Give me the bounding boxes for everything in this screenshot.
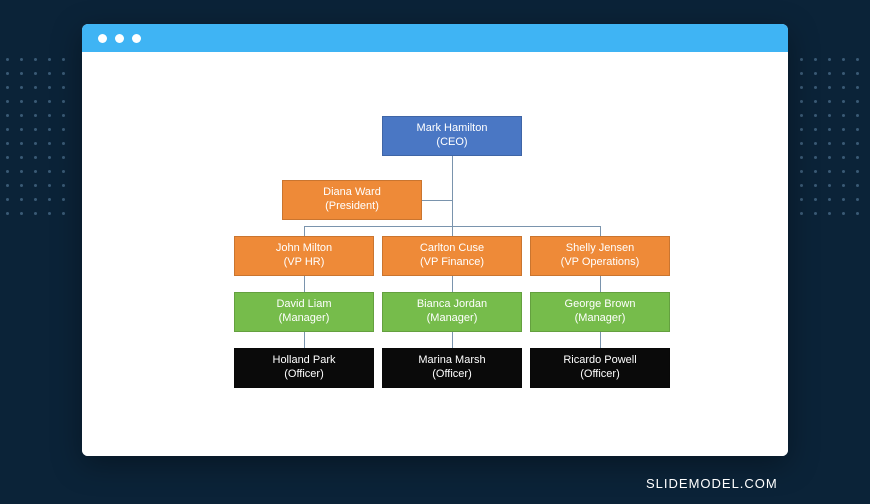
- node-role: (VP Finance): [420, 256, 484, 270]
- node-name: Mark Hamilton: [417, 122, 488, 136]
- node-name: Carlton Cuse: [420, 242, 484, 256]
- connector: [452, 156, 453, 226]
- node-name: Diana Ward: [323, 186, 381, 200]
- org-node-mg2: Bianca Jordan(Manager): [382, 292, 522, 332]
- connector: [304, 332, 305, 348]
- node-role: (VP HR): [284, 256, 325, 270]
- connector: [452, 226, 453, 236]
- org-node-ceo: Mark Hamilton(CEO): [382, 116, 522, 156]
- node-role: (CEO): [436, 136, 467, 150]
- node-name: George Brown: [565, 298, 636, 312]
- node-name: David Liam: [276, 298, 331, 312]
- node-name: Marina Marsh: [418, 354, 485, 368]
- window-dot-icon: [115, 34, 124, 43]
- org-node-of3: Ricardo Powell(Officer): [530, 348, 670, 388]
- node-name: Holland Park: [273, 354, 336, 368]
- node-role: (Manager): [279, 312, 330, 326]
- node-role: (Manager): [575, 312, 626, 326]
- node-role: (VP Operations): [561, 256, 640, 270]
- decor-dots-left: [6, 58, 76, 226]
- orgchart-canvas: Mark Hamilton(CEO) Diana Ward(President) J…: [82, 52, 788, 456]
- connector: [600, 226, 601, 236]
- org-node-of2: Marina Marsh(Officer): [382, 348, 522, 388]
- window-dot-icon: [132, 34, 141, 43]
- node-name: Ricardo Powell: [563, 354, 636, 368]
- browser-window: Mark Hamilton(CEO) Diana Ward(President) J…: [82, 24, 788, 456]
- node-role: (Manager): [427, 312, 478, 326]
- connector: [600, 332, 601, 348]
- org-node-vp1: John Milton(VP HR): [234, 236, 374, 276]
- node-role: (Officer): [284, 368, 324, 382]
- org-node-of1: Holland Park(Officer): [234, 348, 374, 388]
- node-name: Bianca Jordan: [417, 298, 487, 312]
- connector: [452, 332, 453, 348]
- node-role: (President): [325, 200, 379, 214]
- node-role: (Officer): [580, 368, 620, 382]
- watermark-text: SLIDEMODEL.COM: [646, 476, 778, 491]
- connector: [452, 276, 453, 292]
- node-name: John Milton: [276, 242, 332, 256]
- node-role: (Officer): [432, 368, 472, 382]
- node-name: Shelly Jensen: [566, 242, 635, 256]
- window-dot-icon: [98, 34, 107, 43]
- org-node-pres: Diana Ward(President): [282, 180, 422, 220]
- org-node-vp2: Carlton Cuse(VP Finance): [382, 236, 522, 276]
- decor-dots-right: [800, 58, 870, 226]
- connector: [600, 276, 601, 292]
- connector: [422, 200, 452, 201]
- org-node-vp3: Shelly Jensen(VP Operations): [530, 236, 670, 276]
- connector: [304, 276, 305, 292]
- org-node-mg1: David Liam(Manager): [234, 292, 374, 332]
- window-titlebar: [82, 24, 788, 52]
- connector: [304, 226, 305, 236]
- org-node-mg3: George Brown(Manager): [530, 292, 670, 332]
